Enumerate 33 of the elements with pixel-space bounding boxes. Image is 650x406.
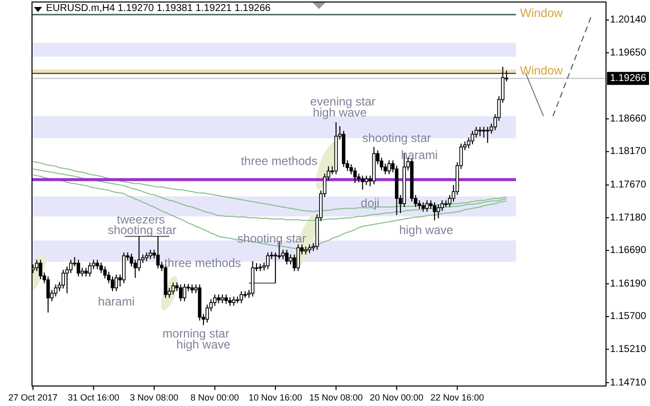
y-tick-label: 1.18660 — [610, 114, 647, 125]
annotation: three methods — [240, 154, 318, 168]
band-label: Window — [520, 64, 564, 78]
y-tick-label: 1.17670 — [610, 180, 647, 191]
annotation: shooting star — [362, 131, 432, 146]
annotation: doji — [360, 196, 380, 210]
y-tick-label: 1.15700 — [610, 311, 647, 322]
x-tick-label: 20 Nov 00:00 — [370, 392, 424, 402]
ref-line-label: 1.19266 — [610, 73, 647, 84]
x-tick-label: 31 Oct 16:00 — [68, 392, 120, 402]
x-tick-label: 8 Nov 00:00 — [190, 392, 240, 402]
x-tick-label: 3 Nov 08:00 — [130, 392, 178, 402]
annotation: three methods — [164, 256, 242, 270]
y-tick-label: 1.16690 — [610, 245, 647, 256]
band-label: Window — [520, 6, 564, 20]
y-tick-label: 1.14710 — [610, 377, 647, 388]
y-tick-label: 1.18170 — [610, 146, 647, 158]
annotation: evening star — [310, 94, 376, 108]
x-tick-label: 15 Nov 08:00 — [309, 392, 363, 402]
x-tick-label: 10 Nov 16:00 — [248, 392, 302, 402]
y-tick-label: 1.17180 — [610, 212, 647, 224]
y-tick-label: 1.15210 — [610, 344, 647, 355]
annotation: harami — [98, 294, 135, 309]
y-tick-label: 1.20140 — [610, 14, 647, 26]
annotation: morning star — [162, 326, 230, 341]
annotation: high wave — [399, 223, 454, 238]
y-tick-label: 1.19650 — [610, 47, 647, 58]
x-tick-label: 22 Nov 16:00 — [430, 392, 484, 402]
chart-title: EURUSD.m,H4 1.19270 1.19381 1.19221 1.19266 — [46, 3, 272, 14]
annotation: shooting star — [237, 231, 306, 246]
y-tick-label: 1.16190 — [610, 278, 647, 290]
x-tick-label: 27 Oct 2017 — [8, 392, 58, 402]
annotation: harami — [401, 148, 438, 162]
